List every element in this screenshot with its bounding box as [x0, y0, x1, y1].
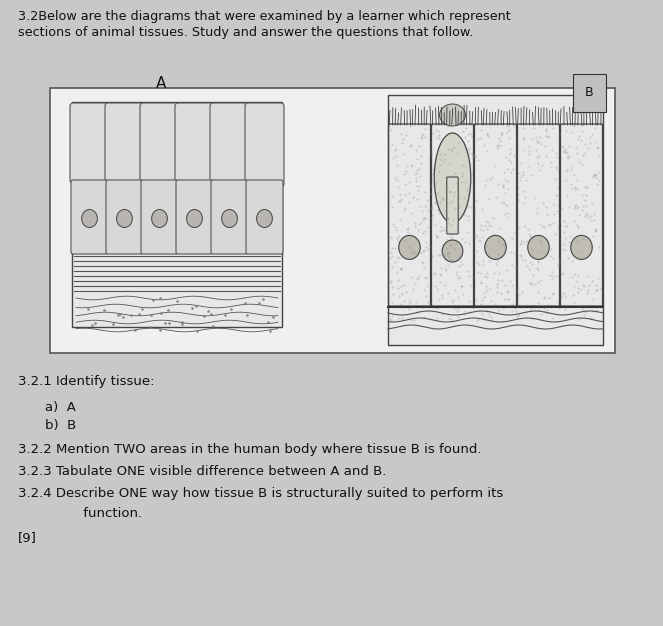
FancyBboxPatch shape	[175, 103, 214, 187]
Ellipse shape	[571, 235, 592, 259]
FancyBboxPatch shape	[105, 103, 144, 187]
FancyBboxPatch shape	[447, 177, 458, 234]
Text: a)  A: a) A	[45, 401, 76, 414]
Ellipse shape	[398, 235, 420, 259]
Text: 3.2.4 Describe ONE way how tissue B is structurally suited to perform its: 3.2.4 Describe ONE way how tissue B is s…	[18, 487, 503, 500]
Ellipse shape	[528, 235, 549, 259]
FancyBboxPatch shape	[211, 180, 248, 254]
FancyBboxPatch shape	[106, 180, 143, 254]
Ellipse shape	[82, 210, 97, 227]
Text: B: B	[585, 86, 593, 99]
Text: sections of animal tissues. Study and answer the questions that follow.: sections of animal tissues. Study and an…	[18, 26, 473, 39]
Ellipse shape	[485, 235, 507, 259]
Text: 3.2Below are the diagrams that were examined by a learner which represent: 3.2Below are the diagrams that were exam…	[18, 10, 511, 23]
Ellipse shape	[440, 104, 465, 126]
Text: A: A	[156, 76, 166, 91]
Ellipse shape	[434, 133, 471, 223]
Bar	[388, 95, 603, 345]
FancyBboxPatch shape	[70, 103, 109, 183]
FancyBboxPatch shape	[210, 103, 249, 183]
FancyBboxPatch shape	[141, 180, 178, 254]
Bar	[72, 102, 282, 327]
Text: 3.2.1 Identify tissue:: 3.2.1 Identify tissue:	[18, 375, 154, 388]
FancyBboxPatch shape	[140, 103, 179, 183]
Ellipse shape	[152, 210, 167, 227]
FancyBboxPatch shape	[245, 103, 284, 187]
FancyBboxPatch shape	[246, 180, 283, 254]
FancyBboxPatch shape	[176, 180, 213, 254]
Ellipse shape	[257, 210, 272, 227]
FancyBboxPatch shape	[71, 180, 108, 254]
Text: 3.2.3 Tabulate ONE visible difference between A and B.: 3.2.3 Tabulate ONE visible difference be…	[18, 465, 387, 478]
Ellipse shape	[186, 210, 202, 227]
Ellipse shape	[442, 240, 463, 262]
Ellipse shape	[117, 210, 133, 227]
Bar	[50, 88, 615, 353]
Text: function.: function.	[45, 507, 142, 520]
Text: 3.2.2 Mention TWO areas in the human body where tissue B is found.: 3.2.2 Mention TWO areas in the human bod…	[18, 443, 481, 456]
Text: [9]: [9]	[18, 531, 37, 544]
Ellipse shape	[221, 210, 237, 227]
Text: b)  B: b) B	[45, 419, 76, 432]
